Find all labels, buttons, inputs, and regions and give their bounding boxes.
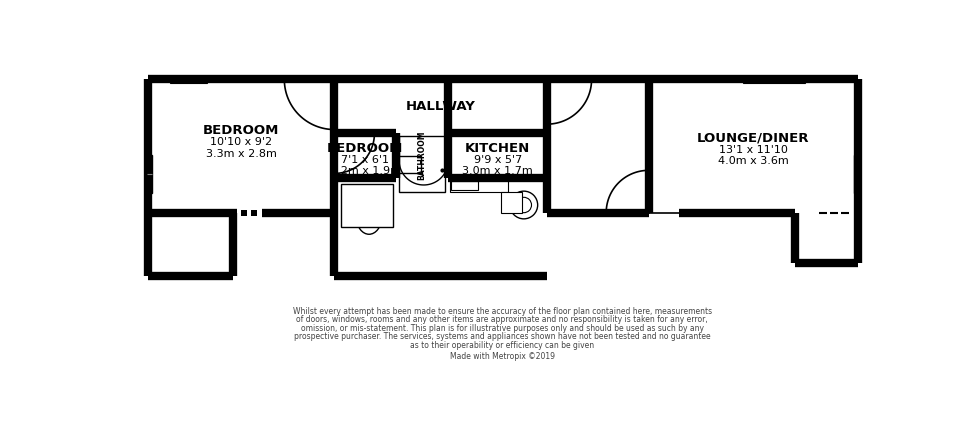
Bar bbox=[341, 184, 393, 227]
Text: Whilst every attempt has been made to ensure the accuracy of the floor plan cont: Whilst every attempt has been made to en… bbox=[293, 307, 711, 316]
Text: KITCHEN: KITCHEN bbox=[465, 142, 530, 155]
Text: LOUNGE/DINER: LOUNGE/DINER bbox=[697, 132, 809, 145]
Bar bbox=[147, 155, 152, 193]
Text: 13'1 x 11'10: 13'1 x 11'10 bbox=[719, 145, 788, 155]
Text: prospective purchaser. The services, systems and appliances shown have not been : prospective purchaser. The services, sys… bbox=[294, 332, 710, 341]
Text: 3.0m x 1.7m: 3.0m x 1.7m bbox=[463, 166, 533, 176]
Bar bbox=[501, 192, 522, 213]
Text: omission, or mis-statement. This plan is for illustrative purposes only and shou: omission, or mis-statement. This plan is… bbox=[301, 324, 704, 333]
Text: 7'1 x 6'1: 7'1 x 6'1 bbox=[341, 155, 389, 164]
Text: as to their operability or efficiency can be given: as to their operability or efficiency ca… bbox=[411, 341, 594, 350]
Text: 3.3m x 2.8m: 3.3m x 2.8m bbox=[206, 149, 276, 159]
Circle shape bbox=[516, 197, 531, 212]
Text: HALLWAY: HALLWAY bbox=[406, 100, 475, 113]
Text: BATHROOM: BATHROOM bbox=[417, 131, 426, 181]
Text: Made with Metropix ©2019: Made with Metropix ©2019 bbox=[450, 352, 555, 361]
Bar bbox=[743, 77, 805, 82]
Text: BEDROOM: BEDROOM bbox=[327, 142, 404, 155]
Bar bbox=[450, 180, 508, 192]
Bar bbox=[610, 210, 615, 216]
Text: 4.0m x 3.6m: 4.0m x 3.6m bbox=[718, 156, 789, 167]
Bar bbox=[399, 136, 445, 192]
Text: 2.2m x 1.9m: 2.2m x 1.9m bbox=[329, 166, 401, 176]
Bar bbox=[357, 196, 381, 207]
Bar bbox=[170, 77, 207, 82]
Bar bbox=[452, 181, 478, 190]
Text: 9'9 x 5'7: 9'9 x 5'7 bbox=[473, 155, 521, 164]
Bar bbox=[241, 210, 247, 216]
Text: of doors, windows, rooms and any other items are approximate and no responsibili: of doors, windows, rooms and any other i… bbox=[296, 315, 709, 324]
Bar bbox=[619, 210, 625, 216]
Circle shape bbox=[510, 191, 538, 219]
Bar bbox=[399, 156, 420, 173]
Bar bbox=[855, 155, 859, 193]
Text: BEDROOM: BEDROOM bbox=[203, 124, 279, 137]
Bar bbox=[251, 210, 258, 216]
Text: 10'10 x 9'2: 10'10 x 9'2 bbox=[210, 137, 272, 147]
Ellipse shape bbox=[357, 202, 381, 234]
